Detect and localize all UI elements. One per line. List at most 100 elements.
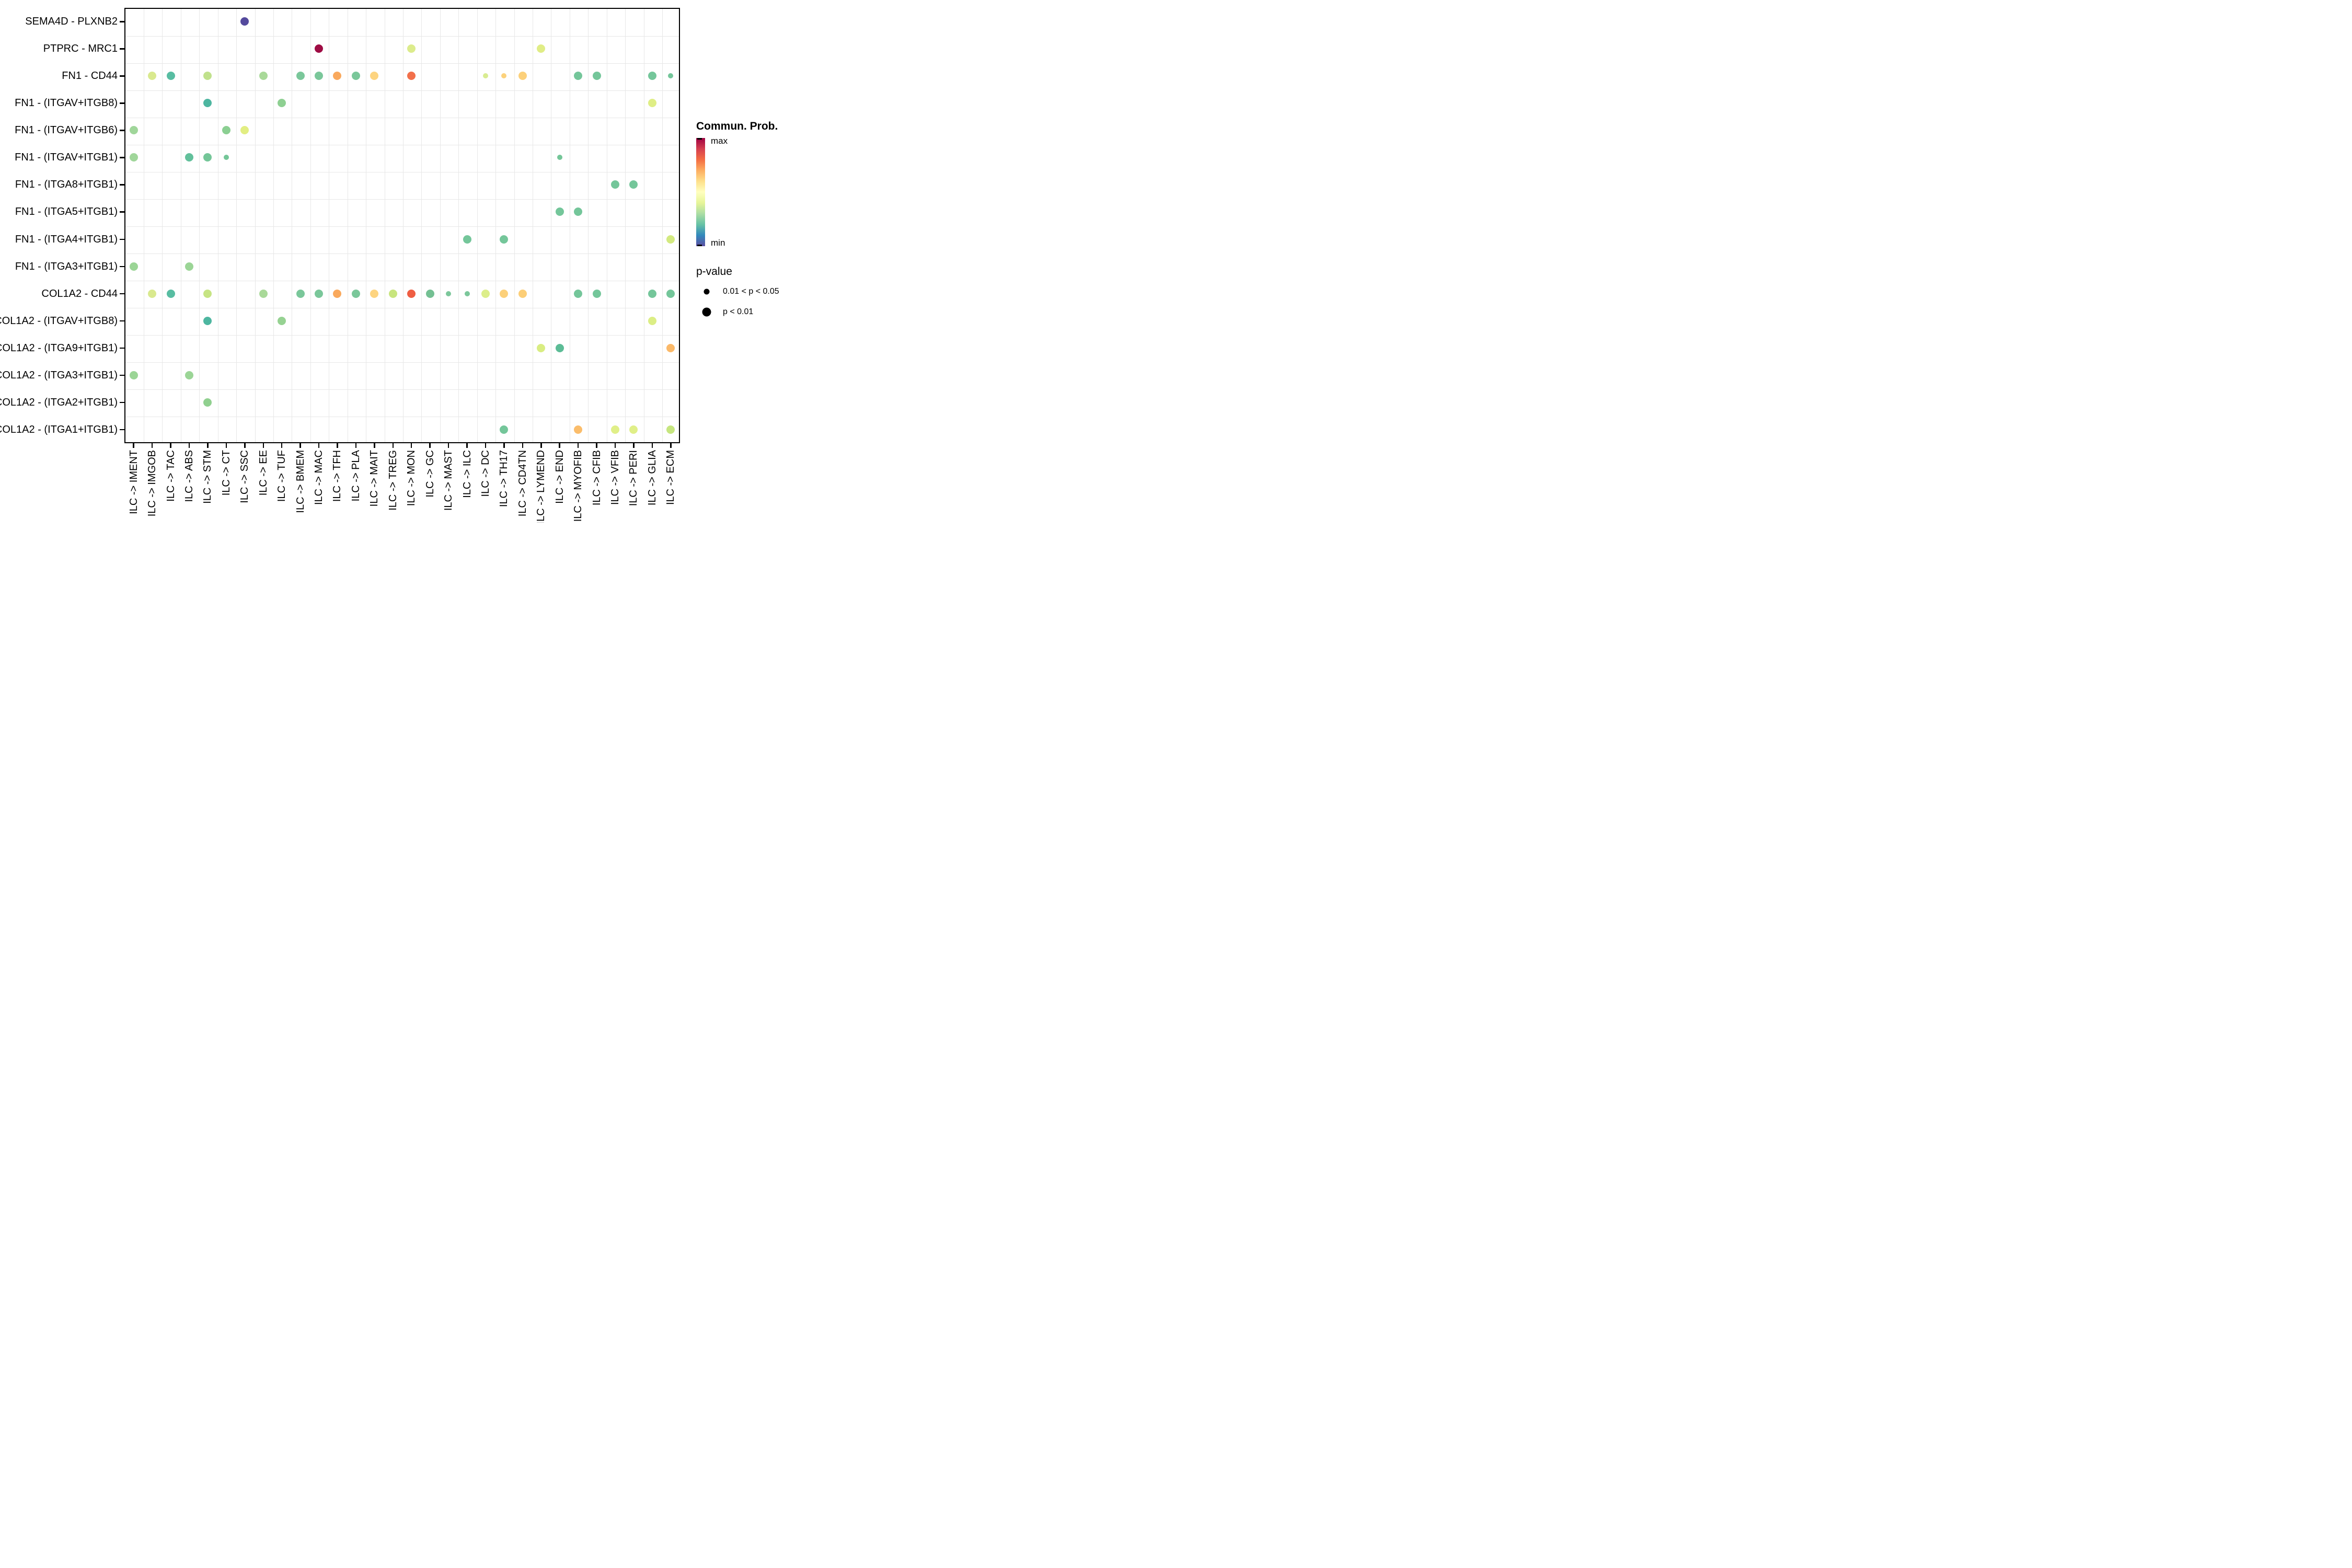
x-axis-tick (355, 443, 357, 448)
x-axis-tick (670, 443, 672, 448)
x-axis-tick (540, 443, 542, 448)
data-point (315, 44, 324, 53)
pvalue-small-label: 0.01 < p < 0.05 (723, 287, 779, 296)
x-axis-tick (133, 443, 134, 448)
x-axis-label: ILC -> PERI (628, 450, 640, 506)
gridline-horizontal (125, 335, 679, 336)
data-point (574, 425, 583, 434)
data-point (166, 72, 175, 80)
data-point (500, 289, 509, 298)
x-axis-tick (633, 443, 635, 448)
x-axis-tick (281, 443, 283, 448)
data-point (129, 153, 138, 162)
gridline-horizontal (125, 389, 679, 390)
data-point (592, 289, 601, 298)
gridline-horizontal (125, 63, 679, 64)
data-point (446, 291, 452, 296)
data-point (407, 72, 416, 80)
y-axis-tick (120, 184, 124, 186)
data-point (259, 289, 268, 298)
colorbar-min-label: min (711, 238, 725, 248)
data-point (259, 72, 268, 80)
pvalue-large-label: p < 0.01 (723, 307, 754, 316)
data-point (185, 371, 194, 379)
data-point (555, 343, 564, 352)
y-axis-label: COL1A2 - CD44 (41, 287, 118, 299)
x-axis-label: ILC -> BMEM (294, 450, 306, 513)
x-axis-tick (244, 443, 246, 448)
data-point (296, 289, 305, 298)
data-point (333, 72, 342, 80)
data-point (518, 289, 527, 298)
gridline-vertical (625, 9, 626, 442)
data-point (648, 72, 656, 80)
y-axis-label: FN1 - (ITGA4+ITGB1) (15, 233, 118, 245)
gridline-vertical (440, 9, 441, 442)
x-axis-tick (170, 443, 171, 448)
x-axis-label: ILC -> CD4TN (516, 450, 528, 517)
pvalue-legend-title: p-value (696, 266, 732, 278)
data-point (185, 153, 194, 162)
x-axis-label: ILC -> SSC (239, 450, 251, 503)
data-point (481, 289, 490, 298)
x-axis-tick (577, 443, 579, 448)
x-axis-label: ILC -> MON (406, 450, 418, 506)
y-axis-tick (120, 374, 124, 376)
data-point (315, 72, 324, 80)
data-point (610, 180, 619, 189)
y-axis-label: COL1A2 - (ITGA2+ITGB1) (0, 396, 118, 408)
x-axis-label: ILC -> DC (479, 450, 491, 497)
x-axis-label: ILC -> PLA (350, 450, 362, 502)
data-point (668, 73, 674, 79)
data-point (666, 425, 675, 434)
data-point (500, 235, 509, 244)
data-point (370, 72, 379, 80)
y-axis-tick (120, 157, 124, 158)
data-point (351, 289, 360, 298)
x-axis-label: ILC -> IMGOB (146, 450, 158, 517)
x-axis-tick (374, 443, 375, 448)
y-axis-tick (120, 429, 124, 431)
gridline-vertical (458, 9, 459, 442)
data-point (148, 289, 157, 298)
pvalue-small-dot-icon (704, 289, 710, 295)
data-point (166, 289, 175, 298)
data-point (185, 262, 194, 271)
data-point (407, 289, 416, 298)
y-axis-tick (120, 102, 124, 104)
gridline-vertical (477, 9, 478, 442)
gridline-horizontal (125, 36, 679, 37)
gridline-vertical (255, 9, 256, 442)
x-axis-label: ILC -> ILC (461, 450, 473, 498)
data-point (666, 343, 675, 352)
x-axis-label: ILC -> EE (257, 450, 269, 496)
x-axis-tick (225, 443, 227, 448)
data-point (648, 289, 656, 298)
x-axis-tick (522, 443, 524, 448)
x-axis-tick (207, 443, 209, 448)
x-axis-label: ILC -> VFIB (609, 450, 621, 505)
data-point (203, 153, 212, 162)
data-point (574, 289, 583, 298)
colorbar-tick (697, 138, 702, 140)
gridline-horizontal (125, 226, 679, 227)
gridline-vertical (588, 9, 589, 442)
data-point (592, 72, 601, 80)
data-point (129, 126, 138, 135)
x-axis-label: ILC -> TREG (387, 450, 399, 511)
data-point (203, 72, 212, 80)
x-axis-label: ILC -> CFIB (591, 450, 603, 506)
y-axis-tick (120, 48, 124, 50)
cellchat-bubble-plot: SEMA4D - PLXNB2 PTPRC - MRC1 FN1 - CD44 FN1… (0, 0, 784, 523)
y-axis-label: FN1 - CD44 (62, 70, 118, 82)
y-axis-label: FN1 - (ITGA8+ITGB1) (15, 179, 118, 191)
x-axis-label: ILC -> GC (424, 450, 436, 498)
gridline-vertical (162, 9, 163, 442)
data-point (129, 371, 138, 379)
gridline-horizontal (125, 362, 679, 363)
x-axis-label: ILC -> IMENT (128, 450, 140, 514)
x-axis-label: ILC -> TH17 (498, 450, 510, 508)
data-point (648, 99, 656, 108)
data-point (501, 73, 507, 79)
gridline-vertical (514, 9, 515, 442)
